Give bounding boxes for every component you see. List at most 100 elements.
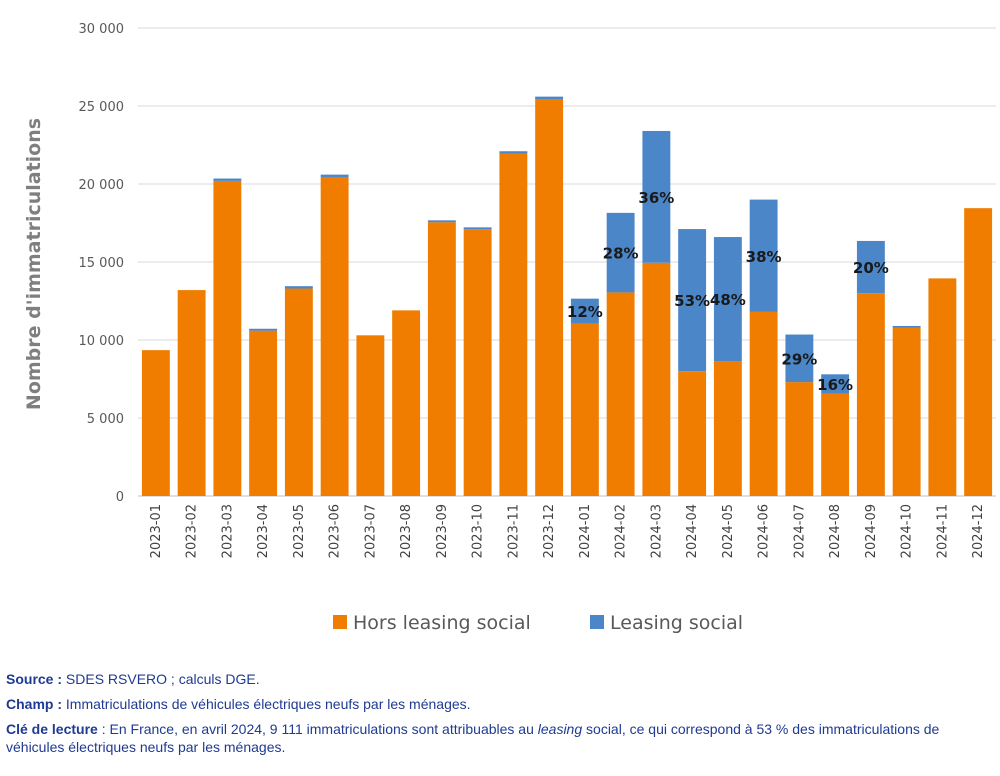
data-label: 53%: [674, 292, 710, 310]
x-tick-label: 2024-03: [649, 504, 664, 558]
x-axis-ticks: 2023-01 2023-02 2023-03 2023-04 2023-05 2023-…: [149, 504, 986, 558]
bar-leasing-social: [535, 96, 564, 99]
x-tick-label: 2024-06: [757, 504, 772, 558]
bar-leasing-social: [892, 325, 921, 328]
bar-hors-leasing: [177, 290, 206, 496]
data-label: 28%: [603, 245, 639, 263]
x-tick-label: 2024-01: [578, 504, 593, 558]
bar-hors-leasing: [785, 382, 814, 496]
y-tick-label: 15 000: [79, 256, 125, 271]
x-tick-label: 2024-10: [900, 504, 915, 558]
legend-label: Hors leasing social: [353, 612, 531, 634]
bars: [141, 96, 993, 497]
bar-leasing-social: [463, 227, 492, 230]
data-label: 38%: [746, 248, 782, 266]
bar-hors-leasing: [821, 393, 850, 496]
legend-swatch: [590, 615, 604, 629]
legend-item: Hors leasing social: [333, 612, 531, 634]
data-label: 12%: [567, 303, 603, 321]
y-tick-label: 0: [116, 490, 124, 505]
bar-leasing-social: [785, 334, 814, 383]
x-tick-label: 2024-02: [614, 504, 629, 558]
y-tick-label: 10 000: [79, 334, 125, 349]
y-tick-label: 30 000: [79, 22, 125, 37]
bar-leasing-social: [499, 151, 528, 154]
bar-leasing-social: [320, 174, 349, 177]
x-tick-label: 2024-09: [864, 504, 879, 558]
data-label: 16%: [817, 376, 853, 394]
bar-hors-leasing: [463, 229, 492, 497]
bar-leasing-social: [427, 220, 456, 223]
bar-hors-leasing: [392, 310, 421, 496]
bar-hors-leasing: [678, 371, 707, 496]
y-axis-label: Nombre d'immatriculations: [23, 118, 45, 410]
x-tick-label: 2024-04: [685, 504, 700, 558]
bar-hors-leasing: [570, 323, 599, 496]
bar-hors-leasing: [713, 361, 742, 496]
bar-hors-leasing: [749, 311, 778, 496]
bar-hors-leasing: [964, 208, 993, 496]
bar-hors-leasing: [213, 180, 242, 496]
x-tick-label: 2023-05: [292, 504, 307, 558]
bar-leasing-social: [606, 212, 635, 293]
bar-leasing-social: [284, 286, 313, 289]
bar-leasing-social: [821, 374, 850, 394]
data-labels: 12% 28% 36% 53% 48% 38% 29%16% 20%: [567, 189, 889, 394]
bar-leasing-social: [749, 199, 778, 312]
bar-hors-leasing: [141, 350, 170, 496]
legend-item: Leasing social: [590, 612, 743, 634]
bar-hors-leasing: [356, 335, 385, 496]
data-label: 20%: [853, 259, 889, 277]
bar-hors-leasing: [249, 330, 278, 496]
x-tick-label: 2023-03: [220, 504, 235, 558]
legend-label: Leasing social: [610, 612, 743, 634]
x-tick-label: 2024-11: [935, 504, 950, 558]
legend-swatch: [333, 615, 347, 629]
x-tick-label: 2024-07: [792, 504, 807, 558]
legend: Hors leasing social Leasing social: [333, 612, 743, 634]
x-tick-label: 2023-04: [256, 504, 271, 558]
bar-hors-leasing: [284, 288, 313, 496]
gridlines: [138, 27, 996, 497]
bar-hors-leasing: [427, 222, 456, 496]
champ-note: Champ : Immatriculations de véhicules él…: [6, 696, 471, 712]
y-axis-ticks: 0 5 000 10 000 15 000 20 000 25 000 30 000: [79, 22, 125, 505]
chart-notes: Source : SDES RSVERO ; calculs DGE. Cham…: [6, 670, 996, 763]
bar-leasing-social: [642, 130, 671, 263]
x-tick-label: 2024-12: [971, 504, 986, 558]
bar-leasing-social: [678, 229, 707, 372]
bar-hors-leasing: [499, 153, 528, 496]
chart: 0 5 000 10 000 15 000 20 000 25 000 30 000 12%…: [23, 22, 996, 634]
bar-hors-leasing: [892, 327, 921, 496]
x-tick-label: 2024-05: [721, 504, 736, 558]
bar-leasing-social: [249, 328, 278, 331]
bar-hors-leasing: [320, 176, 349, 497]
x-tick-label: 2023-06: [328, 504, 343, 558]
x-tick-label: 2023-01: [149, 504, 164, 558]
reading-key-note: Clé de lecture : En France, en avril 202…: [6, 721, 940, 755]
x-tick-label: 2024-08: [828, 504, 843, 558]
y-tick-label: 20 000: [79, 178, 125, 193]
x-tick-label: 2023-10: [471, 504, 486, 558]
data-label: 36%: [638, 189, 674, 207]
bar-leasing-social: [713, 237, 742, 362]
x-tick-label: 2023-07: [363, 504, 378, 558]
x-tick-label: 2023-12: [542, 504, 557, 558]
bar-hors-leasing: [928, 278, 957, 496]
y-tick-label: 5 000: [87, 412, 124, 427]
data-label: 48%: [710, 291, 746, 309]
y-tick-label: 25 000: [79, 100, 125, 115]
x-tick-label: 2023-02: [185, 504, 200, 558]
bar-hors-leasing: [642, 262, 671, 496]
bar-leasing-social: [856, 240, 885, 294]
bar-hors-leasing: [606, 292, 635, 496]
x-tick-label: 2023-09: [435, 504, 450, 558]
bar-leasing-social: [213, 178, 242, 181]
source-note: Source : SDES RSVERO ; calculs DGE.: [6, 671, 260, 687]
bar-hors-leasing: [535, 98, 564, 496]
bar-leasing-social: [570, 298, 599, 324]
x-tick-label: 2023-08: [399, 504, 414, 558]
data-label: 29%: [781, 350, 817, 368]
bar-hors-leasing: [856, 293, 885, 496]
x-tick-label: 2023-11: [506, 504, 521, 558]
